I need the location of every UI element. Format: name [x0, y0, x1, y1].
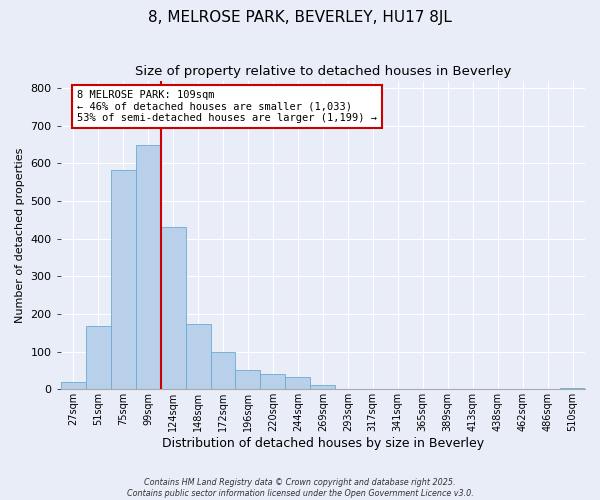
- Bar: [61, 382, 86, 390]
- Text: Contains HM Land Registry data © Crown copyright and database right 2025.
Contai: Contains HM Land Registry data © Crown c…: [127, 478, 473, 498]
- Bar: [235, 370, 260, 390]
- Bar: [86, 326, 110, 390]
- Bar: [136, 146, 161, 390]
- Bar: [185, 324, 211, 390]
- Bar: [286, 377, 310, 390]
- Y-axis label: Number of detached properties: Number of detached properties: [15, 147, 25, 322]
- Bar: [161, 228, 185, 390]
- Bar: [310, 385, 335, 390]
- Text: 8 MELROSE PARK: 109sqm
← 46% of detached houses are smaller (1,033)
53% of semi-: 8 MELROSE PARK: 109sqm ← 46% of detached…: [77, 90, 377, 123]
- X-axis label: Distribution of detached houses by size in Beverley: Distribution of detached houses by size …: [162, 437, 484, 450]
- Bar: [560, 388, 585, 390]
- Bar: [260, 374, 286, 390]
- Bar: [211, 352, 235, 390]
- Title: Size of property relative to detached houses in Beverley: Size of property relative to detached ho…: [134, 65, 511, 78]
- Bar: [110, 170, 136, 390]
- Text: 8, MELROSE PARK, BEVERLEY, HU17 8JL: 8, MELROSE PARK, BEVERLEY, HU17 8JL: [148, 10, 452, 25]
